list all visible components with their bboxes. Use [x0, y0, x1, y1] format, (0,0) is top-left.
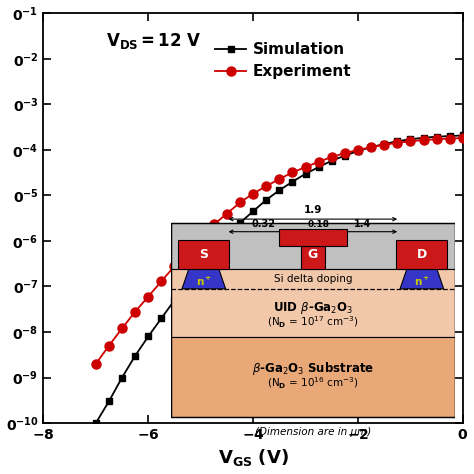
Legend: Simulation, Experiment: Simulation, Experiment [210, 36, 357, 85]
Experiment [303, 164, 309, 170]
Bar [171, 223, 455, 269]
Text: 0.12: 0.12 [296, 228, 318, 237]
Experiment [355, 147, 361, 153]
Experiment [394, 140, 400, 146]
Text: 1.9: 1.9 [304, 205, 322, 215]
Experiment [421, 137, 427, 143]
Line: Simulation: Simulation [92, 132, 466, 427]
Bar [178, 240, 229, 269]
Experiment [460, 135, 466, 141]
Experiment [368, 144, 374, 150]
Simulation [237, 220, 243, 226]
Simulation [382, 141, 387, 147]
Experiment [172, 263, 177, 269]
Text: $\beta$-Ga$_2$O$_3$ Substrate: $\beta$-Ga$_2$O$_3$ Substrate [252, 360, 374, 377]
Bar [396, 240, 447, 269]
Text: UID $\beta$-Ga$_2$O$_3$: UID $\beta$-Ga$_2$O$_3$ [273, 300, 353, 316]
Simulation [316, 164, 321, 170]
Experiment [447, 136, 453, 141]
Simulation [119, 374, 125, 380]
Experiment [224, 211, 230, 217]
Experiment [250, 191, 256, 196]
Simulation [434, 134, 439, 139]
Simulation [172, 297, 177, 303]
Experiment [329, 154, 335, 160]
Text: 1.4: 1.4 [354, 219, 371, 229]
Text: $\mathbf{V_{DS} = 12\ V}$: $\mathbf{V_{DS} = 12\ V}$ [106, 31, 201, 51]
Text: G: G [308, 248, 318, 262]
Text: (N$_\mathbf{D}$ = 10$^{16}$ cm$^{-3}$): (N$_\mathbf{D}$ = 10$^{16}$ cm$^{-3}$) [267, 376, 359, 392]
Text: $\mathbf{n^+}$: $\mathbf{n^+}$ [414, 274, 430, 288]
Experiment [434, 137, 439, 142]
Simulation [342, 153, 348, 158]
Simulation [408, 137, 413, 142]
Simulation [158, 315, 164, 321]
Experiment [408, 138, 413, 144]
Experiment [211, 222, 217, 228]
Polygon shape [400, 269, 444, 289]
Simulation [185, 280, 191, 286]
Text: D: D [417, 248, 427, 262]
Text: 0.32: 0.32 [251, 219, 275, 229]
Simulation [276, 187, 282, 193]
Experiment [342, 150, 348, 156]
Text: S: S [200, 248, 208, 262]
Experiment [158, 278, 164, 284]
Simulation [447, 133, 453, 139]
Bar [301, 246, 325, 269]
Simulation [368, 144, 374, 150]
Simulation [264, 197, 269, 203]
Simulation [460, 133, 466, 138]
Experiment [146, 294, 151, 300]
Simulation [421, 135, 427, 141]
Simulation [394, 138, 400, 144]
Experiment [185, 248, 191, 254]
Polygon shape [182, 269, 226, 289]
Experiment [237, 200, 243, 205]
Simulation [93, 420, 99, 426]
Simulation [198, 262, 203, 268]
Simulation [355, 148, 361, 154]
Bar [171, 337, 455, 417]
Text: Si delta doping: Si delta doping [273, 274, 352, 284]
Bar [171, 269, 455, 337]
Text: (N$_\mathbf{D}$ = 10$^{17}$ cm$^{-3}$): (N$_\mathbf{D}$ = 10$^{17}$ cm$^{-3}$) [267, 315, 359, 330]
Experiment [264, 183, 269, 189]
Experiment [290, 170, 295, 175]
Line: Experiment: Experiment [91, 134, 467, 368]
Experiment [132, 309, 138, 314]
Simulation [224, 235, 230, 240]
Bar [279, 229, 347, 246]
Simulation [303, 171, 309, 176]
Simulation [146, 334, 151, 339]
X-axis label: $\mathbf{V_{GS}}\ \mathbf{(V)}$: $\mathbf{V_{GS}}\ \mathbf{(V)}$ [218, 447, 289, 468]
Simulation [250, 209, 256, 214]
Text: 0.18: 0.18 [308, 220, 330, 229]
Simulation [211, 248, 217, 254]
Experiment [106, 343, 112, 348]
Text: $\mathbf{n^+}$: $\mathbf{n^+}$ [196, 274, 212, 288]
Simulation [290, 179, 295, 184]
Experiment [93, 361, 99, 367]
Experiment [382, 142, 387, 147]
Simulation [106, 399, 112, 404]
Simulation [329, 158, 335, 164]
Experiment [276, 176, 282, 182]
Experiment [119, 326, 125, 331]
Bar [171, 223, 455, 417]
Experiment [198, 235, 203, 240]
Text: (Dimension are in μm): (Dimension are in μm) [255, 427, 371, 437]
Experiment [316, 159, 321, 164]
Simulation [132, 353, 138, 359]
